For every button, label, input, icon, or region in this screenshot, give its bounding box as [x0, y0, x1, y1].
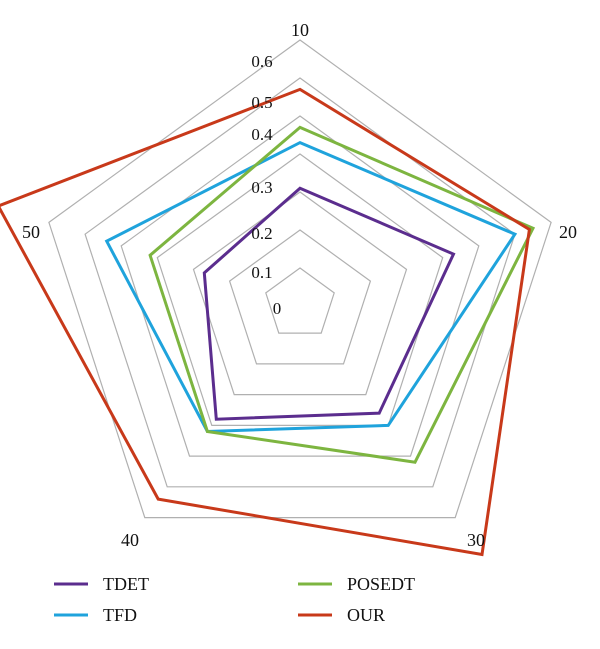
- axis-label-20: 20: [559, 222, 577, 242]
- axis-label-50: 50: [22, 222, 40, 242]
- chart-legend: TDET TFD POSEDT OUR: [54, 574, 415, 625]
- series-our-line: [0, 87, 532, 557]
- radar-series: [0, 87, 536, 557]
- tick-label-0-2: 0.2: [251, 224, 272, 243]
- series-tdet-line: [202, 186, 456, 421]
- legend-item-tdet: TDET: [54, 574, 149, 594]
- tick-label-0-6: 0.6: [251, 52, 272, 71]
- legend-label-our: OUR: [347, 605, 385, 625]
- axis-label-30: 30: [467, 530, 485, 550]
- legend-label-posedt: POSEDT: [347, 574, 415, 594]
- radar-labels: 00.1 0.2 0.3 0.4 0.5 0.6 10 20 30 40 50: [22, 20, 577, 550]
- tick-label-0-4: 0.4: [251, 125, 273, 144]
- tick-label-0: 0: [273, 299, 282, 318]
- grid-ring-0-2: [192, 191, 408, 396]
- grid-ring-0-1: [228, 229, 372, 365]
- legend-item-tfd: TFD: [54, 605, 137, 625]
- grid-ring-0: [265, 267, 335, 334]
- axis-label-10: 10: [291, 20, 309, 40]
- legend-label-tdet: TDET: [103, 574, 149, 594]
- series-tfd-line: [104, 140, 518, 434]
- tick-label-0-3: 0.3: [251, 178, 272, 197]
- grid-ring-0-4: [120, 115, 480, 457]
- legend-label-tfd: TFD: [103, 605, 137, 625]
- grid-ring-0-6: [48, 39, 552, 519]
- series-posedt-line: [148, 125, 536, 464]
- grid-ring-0-5: [84, 77, 516, 488]
- axis-label-40: 40: [121, 530, 139, 550]
- tick-label-0-5: 0.5: [251, 93, 272, 112]
- legend-item-posedt: POSEDT: [298, 574, 415, 594]
- tick-label-0-1: 0.1: [251, 263, 272, 282]
- legend-item-our: OUR: [298, 605, 385, 625]
